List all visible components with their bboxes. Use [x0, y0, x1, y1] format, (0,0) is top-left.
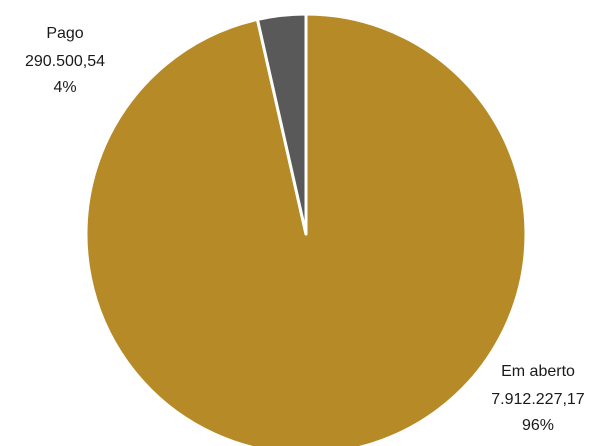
- pie-slice-pago: [255, 12, 308, 236]
- label-em-aberto-name: Em aberto: [501, 363, 575, 380]
- label-pago-value: 290.500,54: [25, 53, 105, 70]
- label-pago-percent: 4%: [53, 79, 76, 96]
- label-em-aberto-percent: 96%: [522, 417, 554, 434]
- pie-slices: [84, 12, 528, 446]
- label-pago-name: Pago: [46, 25, 83, 42]
- label-em-aberto-value: 7.912.227,17: [491, 391, 585, 408]
- pie-slice-em-aberto: [84, 12, 528, 446]
